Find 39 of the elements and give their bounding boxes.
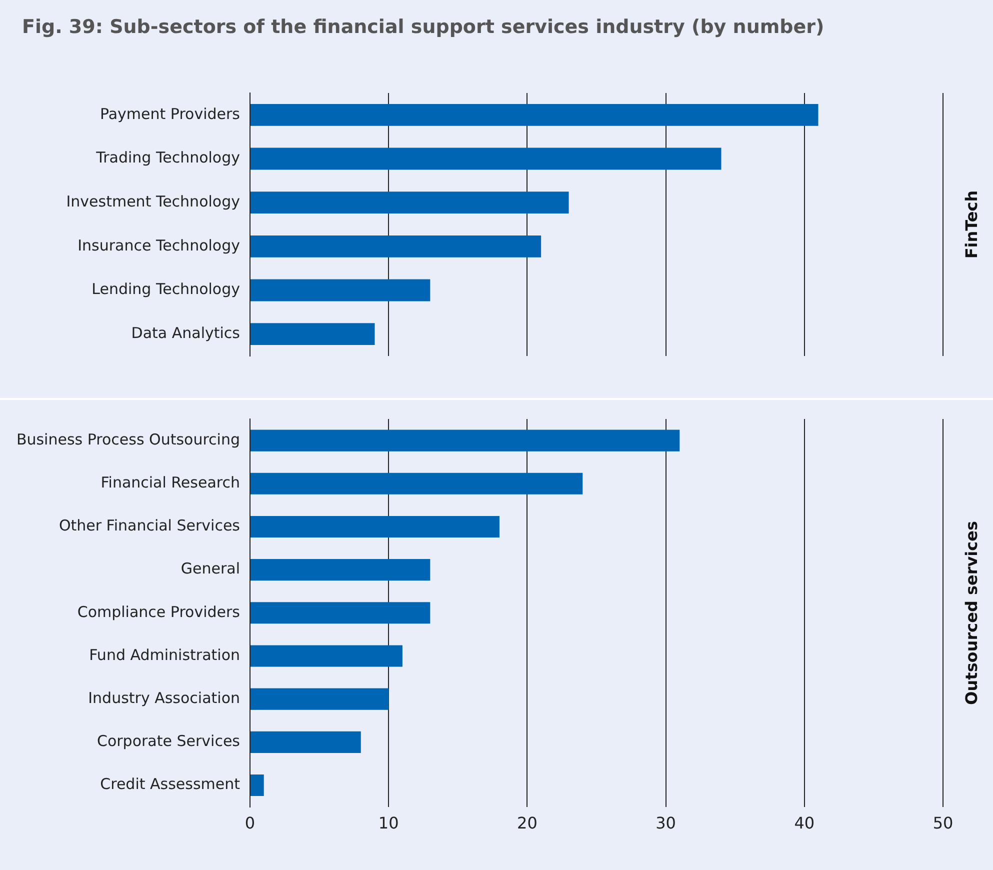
y-tick-label: Trading Technology — [95, 148, 240, 167]
x-tick-label: 30 — [656, 814, 676, 833]
x-tick-label: 10 — [378, 814, 399, 833]
y-tick-label: General — [180, 560, 240, 578]
bar — [250, 104, 818, 126]
y-tick-label: Lending Technology — [92, 280, 240, 298]
bar — [250, 645, 402, 667]
y-tick-label: Business Process Outsourcing — [16, 430, 240, 448]
bar — [250, 430, 680, 452]
bar — [250, 472, 583, 494]
x-tick-label: 0 — [244, 814, 256, 833]
bar — [250, 774, 264, 796]
y-tick-label: Other Financial Services — [58, 516, 240, 535]
chart-title: Fig. 39: Sub-sectors of the financial support services industry (by number) — [21, 15, 826, 40]
bar — [250, 148, 722, 170]
y-tick-label: Corporate Services — [96, 732, 240, 750]
bar — [250, 559, 430, 581]
bar — [250, 192, 569, 214]
bar — [250, 516, 500, 538]
y-tick-label: Industry Association — [88, 688, 240, 707]
x-tick-label: 20 — [517, 814, 538, 833]
y-tick-label: Investment Technology — [66, 192, 240, 210]
y-tick-label: Credit Assessment — [100, 775, 240, 794]
bar — [250, 602, 430, 624]
x-tick-label: 40 — [794, 814, 815, 833]
y2-axis-title: FinTech — [962, 190, 982, 259]
y-tick-label: Payment Providers — [100, 104, 240, 123]
y-tick-label: Insurance Technology — [78, 236, 240, 254]
y2-axis-title: Outsourced services — [962, 520, 982, 705]
y-tick-label: Data Analytics — [131, 324, 240, 342]
bar — [250, 323, 375, 346]
bar — [250, 279, 430, 302]
bar — [250, 731, 361, 753]
y-tick-label: Compliance Providers — [77, 602, 240, 621]
bar — [250, 688, 389, 710]
bar — [250, 235, 542, 258]
y-tick-label: Financial Research — [100, 474, 240, 492]
x-tick-label: 50 — [932, 814, 954, 833]
y-tick-label: Fund Administration — [89, 646, 240, 664]
